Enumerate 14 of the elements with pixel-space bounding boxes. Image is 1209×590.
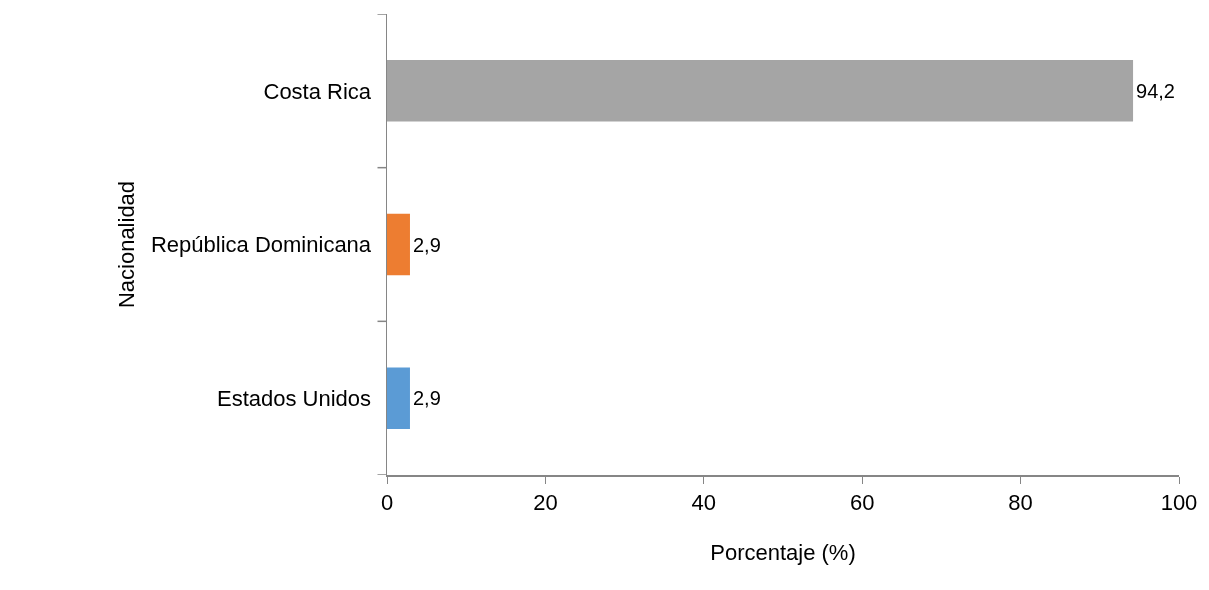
data-label: 94,2 (1136, 79, 1175, 102)
x-tick-label: 20 (533, 489, 558, 515)
x-tick-label: 100 (1160, 489, 1198, 515)
y-axis-title: Nacionalidad (114, 180, 140, 309)
data-label: 2,9 (412, 233, 441, 256)
x-axis-title: Porcentaje (%) (710, 539, 856, 565)
y-tick-label: República Dominicana (150, 232, 372, 258)
x-tick-label: 40 (691, 489, 717, 515)
x-tick-label: 80 (1008, 489, 1033, 515)
x-tick-label: 60 (849, 489, 875, 515)
data-label: 2,9 (412, 387, 441, 410)
x-tick-label: 0 (380, 489, 394, 515)
y-tick-label: Costa Rica (263, 78, 372, 104)
y-tick-label: Estados Unidos (217, 385, 372, 411)
